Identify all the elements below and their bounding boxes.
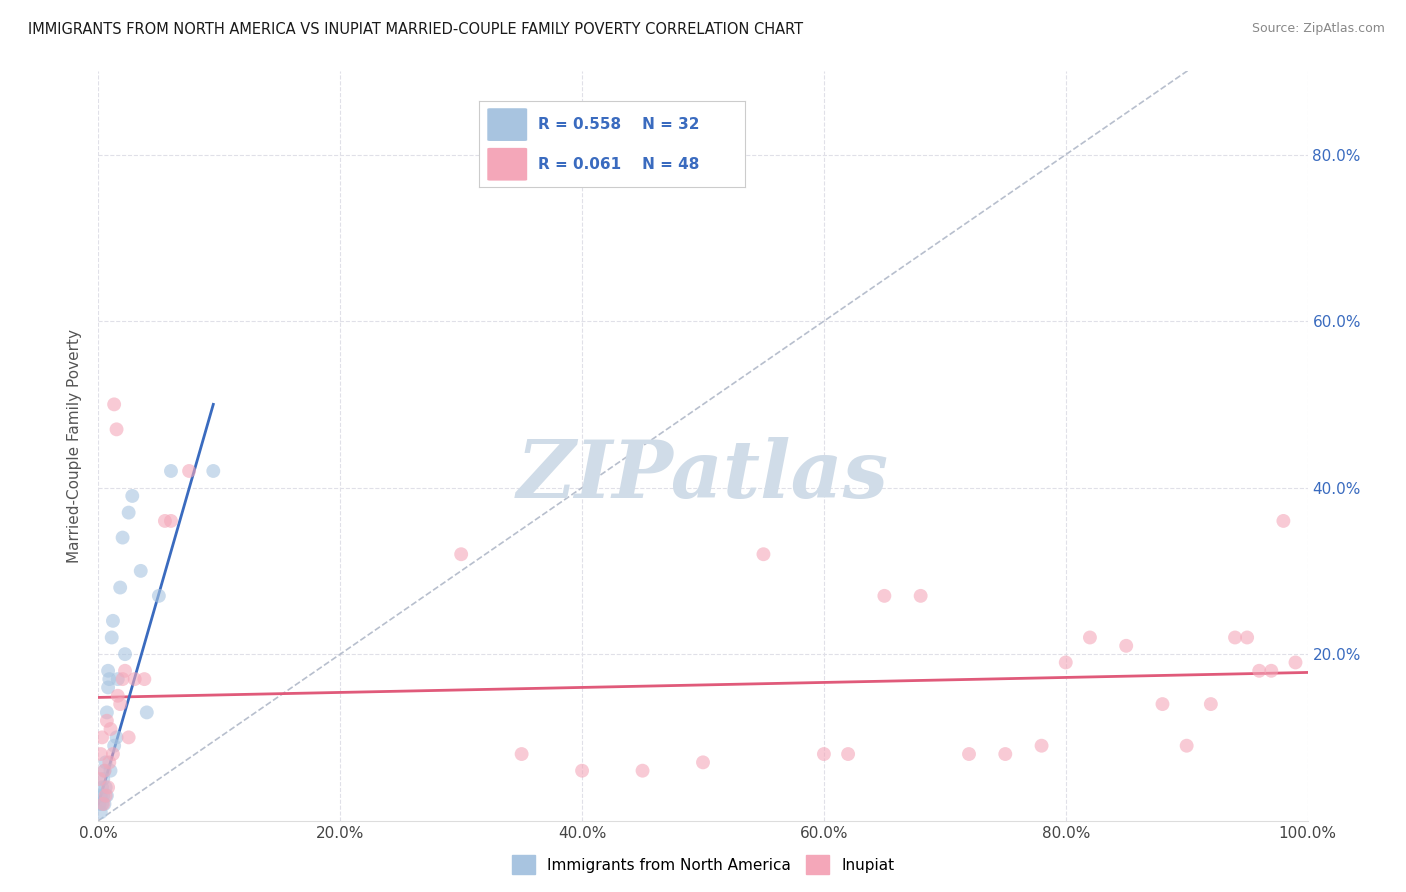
Point [1284, 656, 1306, 670]
Point [103, 397, 125, 411]
Point [107, 672, 129, 686]
Point [100, 722, 122, 736]
Point [910, 589, 932, 603]
Point [94, 789, 117, 803]
Point [101, 747, 124, 761]
Point [91, 797, 114, 811]
Point [179, 464, 201, 478]
Legend: Immigrants from North America, Inupiat: Immigrants from North America, Inupiat [506, 849, 900, 880]
Point [1031, 739, 1053, 753]
Point [90, 789, 112, 803]
Point [148, 589, 170, 603]
Point [100, 631, 122, 645]
Point [510, 747, 533, 761]
Point [837, 747, 859, 761]
Y-axis label: Married-Couple Family Poverty: Married-Couple Family Poverty [67, 329, 83, 563]
Point [105, 422, 128, 436]
Point [1260, 664, 1282, 678]
Point [1175, 739, 1198, 753]
Point [94, 756, 117, 770]
Point [97, 664, 120, 678]
Point [571, 764, 593, 778]
Point [124, 672, 146, 686]
Point [1115, 639, 1137, 653]
Point [91, 789, 114, 803]
Point [121, 489, 143, 503]
Point [97, 780, 120, 795]
Point [108, 581, 131, 595]
Point [93, 764, 115, 778]
Point [91, 731, 114, 745]
Point [153, 514, 176, 528]
Point [97, 681, 120, 695]
Point [1249, 664, 1271, 678]
Point [160, 464, 183, 478]
Point [1152, 697, 1174, 711]
Point [91, 780, 114, 795]
Point [93, 797, 115, 811]
Text: ZIPatlas: ZIPatlas [517, 437, 889, 515]
Point [96, 706, 118, 720]
Point [1078, 631, 1101, 645]
Point [96, 789, 118, 803]
Point [129, 564, 152, 578]
Point [93, 764, 115, 778]
Point [631, 764, 654, 778]
Point [90, 747, 112, 761]
Point [1272, 514, 1295, 528]
Point [98, 672, 121, 686]
Point [118, 506, 141, 520]
Point [1054, 656, 1077, 670]
Text: Source: ZipAtlas.com: Source: ZipAtlas.com [1251, 22, 1385, 36]
Point [994, 747, 1017, 761]
Point [134, 672, 156, 686]
Point [91, 772, 114, 786]
Point [111, 531, 134, 545]
Point [111, 672, 134, 686]
Point [1223, 631, 1246, 645]
Point [105, 731, 128, 745]
Point [692, 756, 714, 770]
Point [160, 514, 183, 528]
Point [450, 547, 472, 561]
Point [90, 805, 112, 820]
Text: IMMIGRANTS FROM NORTH AMERICA VS INUPIAT MARRIED-COUPLE FAMILY POVERTY CORRELATI: IMMIGRANTS FROM NORTH AMERICA VS INUPIAT… [28, 22, 803, 37]
Point [100, 764, 122, 778]
Point [135, 706, 157, 720]
Point [108, 697, 131, 711]
Point [1199, 697, 1222, 711]
Point [114, 647, 136, 661]
Point [91, 797, 114, 811]
Point [107, 689, 129, 703]
Point [89, 797, 111, 811]
Point [96, 714, 118, 728]
Point [1236, 631, 1258, 645]
Point [873, 589, 896, 603]
Point [98, 756, 121, 770]
Point [89, 772, 111, 786]
Point [202, 464, 225, 478]
Point [101, 614, 124, 628]
Point [103, 739, 125, 753]
Point [114, 664, 136, 678]
Point [752, 547, 775, 561]
Point [118, 731, 141, 745]
Point [957, 747, 980, 761]
Point [94, 780, 117, 795]
Point [813, 747, 835, 761]
